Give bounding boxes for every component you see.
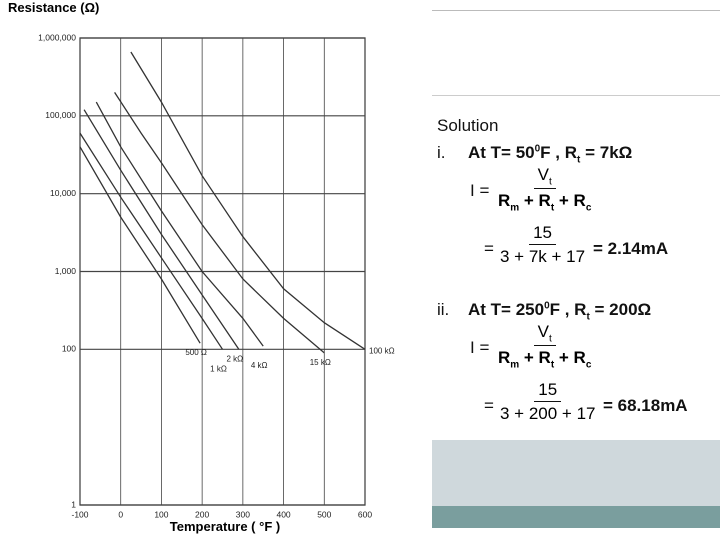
y-tick-label: 100,000 bbox=[45, 110, 76, 120]
footer-bar bbox=[432, 506, 720, 528]
curve-label: 100 kΩ bbox=[369, 346, 395, 355]
curve bbox=[79, 132, 224, 350]
math-text: + R bbox=[519, 348, 551, 368]
denominator: Rm + Rt + Rc bbox=[494, 346, 595, 370]
chart: Resistance (Ω) Temperature ( °F ) -100 0 1… bbox=[8, 0, 395, 534]
math-text: R bbox=[498, 348, 511, 368]
curve-label: 15 kΩ bbox=[310, 358, 331, 367]
subscript: c bbox=[585, 202, 592, 214]
part-label: i. bbox=[437, 143, 446, 162]
curve bbox=[79, 146, 201, 344]
footer-band bbox=[432, 440, 720, 506]
denominator: 3 + 200 + 17 bbox=[500, 404, 596, 423]
math-text: F , R bbox=[549, 300, 587, 319]
subscript: t bbox=[586, 311, 590, 323]
math-text: + R bbox=[554, 348, 586, 368]
numerator: Vt bbox=[533, 322, 556, 347]
curve bbox=[130, 51, 366, 350]
math-text: = 200Ω bbox=[589, 300, 652, 319]
superscript: 0 bbox=[534, 143, 541, 155]
curve-label: 500 Ω bbox=[185, 348, 207, 357]
denominator: 3 + 7k + 17 bbox=[500, 247, 586, 266]
condition: At T= 500F , Rt = 7kΩ bbox=[468, 143, 632, 165]
lhs: I = bbox=[470, 181, 490, 200]
result: = 68.18mA bbox=[603, 396, 688, 415]
subscript: t bbox=[577, 154, 581, 166]
math-text: V bbox=[537, 165, 549, 184]
subscript: t bbox=[550, 359, 555, 371]
numerator: 15 bbox=[529, 223, 556, 245]
subscript: t bbox=[548, 333, 552, 345]
subscript: m bbox=[510, 202, 520, 214]
x-tick-label: 200 bbox=[195, 509, 209, 519]
equals: = bbox=[484, 396, 494, 415]
superscript: 0 bbox=[544, 300, 550, 312]
y-tick-label: 1,000,000 bbox=[38, 32, 76, 42]
y-tick-label: 1,000 bbox=[55, 266, 77, 276]
x-tick-label: 400 bbox=[276, 509, 290, 519]
y-tick-label: 1 bbox=[71, 499, 76, 509]
y-tick-label: 100 bbox=[62, 344, 76, 354]
fraction: Vt Rm + Rt + Rc bbox=[494, 165, 595, 214]
math-text: + R bbox=[519, 191, 551, 211]
math-text: R bbox=[498, 191, 511, 211]
fraction: 15 3 + 7k + 17 bbox=[496, 223, 589, 267]
subscript: t bbox=[550, 202, 555, 214]
top-rule bbox=[432, 10, 720, 11]
equals: = bbox=[484, 239, 494, 258]
part-label: ii. bbox=[437, 300, 450, 319]
curve bbox=[83, 109, 240, 350]
curve-label: 2 kΩ bbox=[226, 354, 243, 363]
x-tick-label: 0 bbox=[118, 509, 123, 519]
curve bbox=[95, 101, 264, 347]
denominator: Rm + Rt + Rc bbox=[494, 189, 595, 213]
header-rule bbox=[432, 95, 720, 96]
numerator: Vt bbox=[533, 165, 556, 190]
x-tick-label: 100 bbox=[154, 509, 168, 519]
lhs: I = bbox=[470, 338, 490, 357]
numerator: 15 bbox=[534, 380, 562, 402]
math-text: F , R bbox=[540, 143, 578, 162]
math-text: = 7kΩ bbox=[580, 143, 633, 162]
fraction: 15 3 + 200 + 17 bbox=[496, 380, 599, 424]
x-tick-label: 500 bbox=[317, 509, 331, 519]
condition: At T= 2500F , Rt = 200Ω bbox=[468, 300, 651, 322]
subscript: m bbox=[510, 359, 520, 371]
x-tick-label: -100 bbox=[71, 509, 88, 519]
y-tick-label: 10,000 bbox=[50, 188, 76, 198]
x-axis-title: Temperature ( °F ) bbox=[170, 519, 280, 534]
math-text: At T= 250 bbox=[468, 300, 545, 319]
subscript: c bbox=[585, 359, 592, 371]
y-axis-title: Resistance (Ω) bbox=[8, 0, 99, 15]
math-text: At T= 50 bbox=[468, 143, 535, 162]
fraction: Vt Rm + Rt + Rc bbox=[494, 322, 595, 371]
curve bbox=[114, 92, 325, 354]
solution-heading: Solution bbox=[437, 116, 499, 135]
subscript: t bbox=[548, 176, 552, 188]
result: = 2.14mA bbox=[593, 239, 669, 258]
curve-label: 4 kΩ bbox=[251, 361, 268, 370]
x-tick-label: 300 bbox=[236, 509, 250, 519]
math-text: + R bbox=[554, 191, 586, 211]
math-text: V bbox=[537, 322, 549, 341]
x-tick-label: 600 bbox=[358, 509, 372, 519]
curve-label: 1 kΩ bbox=[210, 364, 227, 373]
